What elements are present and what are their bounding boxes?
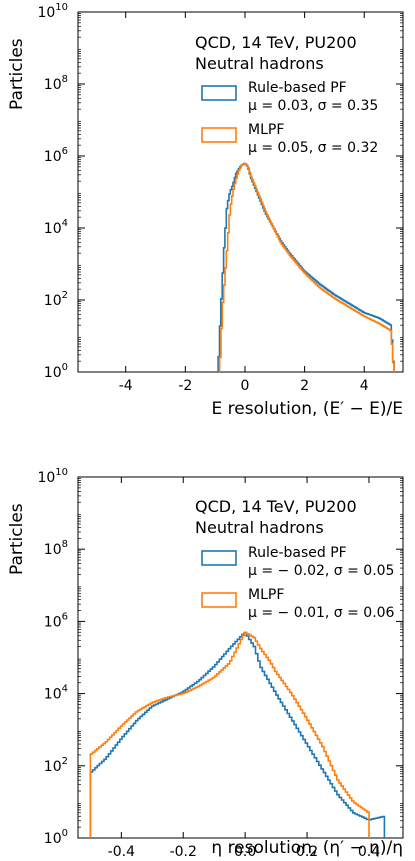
legend-swatch: [201, 127, 237, 143]
y-tick-label: 104: [44, 684, 68, 703]
x-tick-label: 0.4: [358, 844, 380, 860]
series-line-0: [89, 631, 386, 838]
x-tick-label: 4: [360, 378, 369, 394]
annotation-particle: Neutral hadrons: [195, 54, 324, 73]
legend-label: Rule-based PF: [248, 545, 347, 561]
y-tick-label: 1010: [37, 467, 68, 486]
x-tick-label: 0.0: [234, 844, 256, 860]
x-tick-label: 0: [241, 378, 250, 394]
y-tick-label: 100: [44, 362, 68, 381]
series-group: [217, 162, 395, 372]
chart-panel-eta-resolution: -0.4 -0.2 0.0 0.2 0.4 100 102 104 106 108 1010 Rul…: [7, 467, 404, 860]
axis-ticks: -4 -2 0 2 4 100 102 104 106 108 1010: [37, 2, 403, 394]
y-tick-label: 108: [44, 74, 68, 93]
y-tick-label: 106: [44, 146, 68, 165]
legend-stats: μ = − 0.01, σ = 0.06: [248, 605, 395, 621]
x-axis-label: η resolution, (η′ − η)/η: [211, 838, 403, 858]
y-tick-label: 102: [44, 290, 68, 309]
legend-swatch: [201, 85, 237, 101]
legend: Rule-based PF μ = 0.03, σ = 0.35 MLPF μ = 0…: [201, 80, 378, 156]
y-tick-label: 1010: [37, 2, 68, 21]
y-tick-label: 102: [44, 756, 68, 775]
axis-ticks: -0.4 -0.2 0.0 0.2 0.4 100 102 104 106 108 1010: [37, 467, 403, 860]
legend-swatch: [201, 592, 237, 608]
legend-label: MLPF: [248, 122, 284, 138]
series-line-1: [89, 631, 370, 838]
y-axis-label: Particles: [7, 503, 27, 575]
y-tick-label: 104: [44, 218, 68, 237]
legend-label: Rule-based PF: [248, 80, 347, 96]
x-tick-label: 0.2: [296, 844, 318, 860]
y-tick-label: 106: [44, 611, 68, 630]
legend-swatch: [201, 550, 237, 566]
series-group: [89, 631, 386, 838]
legend-stats: μ = 0.05, σ = 0.32: [248, 140, 378, 156]
legend-stats: μ = 0.03, σ = 0.35: [248, 98, 378, 114]
legend-stats: μ = − 0.02, σ = 0.05: [248, 563, 394, 579]
series-line-1: [218, 162, 395, 372]
chart-panel-energy-resolution: -4 -2 0 2 4 100 102 104 106 108 1010 Rule-based PF…: [7, 2, 404, 419]
x-tick-label: -0.4: [108, 844, 135, 860]
y-tick-label: 100: [44, 828, 68, 847]
legend-label: MLPF: [248, 587, 284, 603]
x-tick-label: -4: [119, 378, 133, 394]
annotation-process: QCD, 14 TeV, PU200: [195, 33, 357, 52]
x-axis-label: E resolution, (E′ − E)/E: [212, 399, 403, 419]
plot-frame: [77, 11, 404, 373]
y-axis-label: Particles: [7, 38, 27, 110]
x-tick-label: -2: [178, 378, 192, 394]
plot-frame: [77, 476, 404, 839]
annotation-process: QCD, 14 TeV, PU200: [195, 497, 357, 516]
x-tick-label: 2: [300, 378, 309, 394]
y-tick-label: 108: [44, 539, 68, 558]
x-tick-label: -0.2: [170, 844, 197, 860]
annotation-particle: Neutral hadrons: [195, 518, 324, 537]
legend: Rule-based PF μ = − 0.02, σ = 0.05 MLPF μ =…: [201, 545, 395, 621]
series-line-0: [217, 162, 395, 372]
